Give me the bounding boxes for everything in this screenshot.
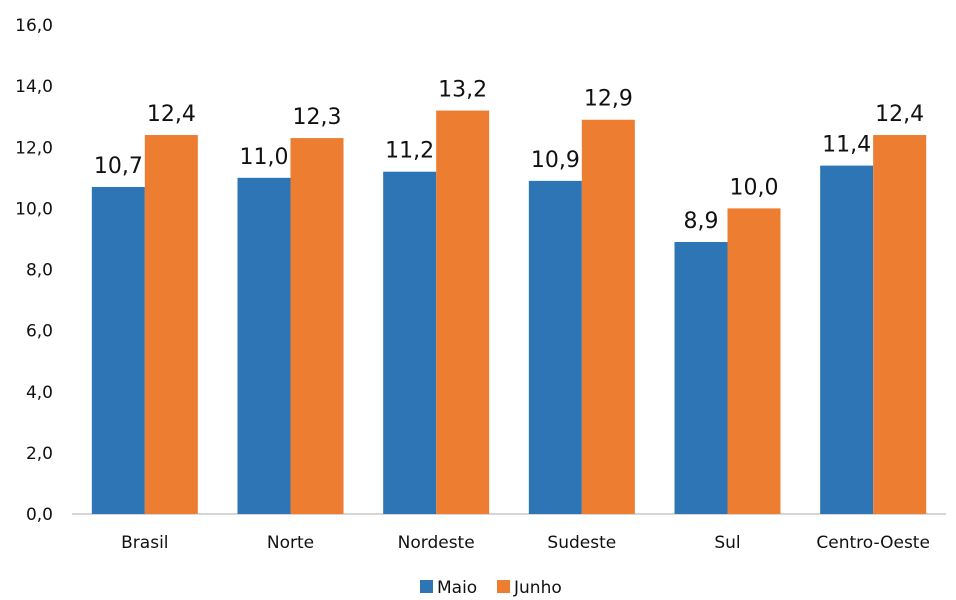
bar-maio-nordeste	[383, 171, 437, 514]
data-label: 8,9	[684, 209, 719, 234]
category-label: Centro-Oeste	[816, 533, 930, 553]
bar-junho-sul	[727, 208, 781, 514]
data-label: 10,9	[531, 148, 580, 173]
legend: Maio Junho	[420, 578, 562, 598]
bar-junho-norte	[290, 138, 344, 515]
bar-marks	[91, 110, 927, 515]
y-tick-label: 4,0	[26, 383, 53, 403]
y-tick-label: 12,0	[15, 138, 53, 158]
category-label: Sul	[714, 533, 740, 553]
legend-label: Maio	[437, 578, 477, 598]
y-tick-label: 10,0	[15, 199, 53, 219]
data-label: 12,3	[293, 105, 342, 130]
y-tick-label: 8,0	[26, 261, 53, 281]
data-label: 10,7	[94, 154, 143, 179]
data-label: 10,0	[730, 175, 779, 200]
bar-maio-sudeste	[528, 180, 582, 514]
y-axis-tick-labels: 0,0 2,0 4,0 6,0 8,0 10,0 12,0 14,0 16,0	[15, 16, 53, 525]
bar-maio-brasil	[91, 186, 145, 514]
legend-swatch-junho	[497, 580, 510, 593]
data-label: 11,4	[822, 133, 871, 158]
bar-junho-nordeste	[436, 110, 490, 514]
bar-junho-brasil	[144, 135, 198, 514]
bar-junho-sudeste	[581, 119, 635, 515]
data-label: 12,4	[875, 102, 924, 127]
legend-swatch-maio	[420, 580, 433, 593]
category-label: Sudeste	[547, 533, 616, 553]
bar-junho-centro-oeste	[873, 135, 927, 514]
y-tick-label: 0,0	[26, 505, 53, 525]
category-label: Norte	[267, 533, 314, 553]
data-label: 11,2	[385, 139, 434, 164]
data-label: 13,2	[438, 78, 487, 103]
legend-label: Junho	[513, 578, 562, 598]
category-label: Brasil	[121, 533, 168, 553]
category-label: Nordeste	[398, 533, 475, 553]
data-labels: 10,7 12,4 11,012,3 11,2 13,2 10,9 12,9 8,9 10,0 1…	[94, 78, 924, 234]
y-tick-label: 2,0	[26, 444, 53, 464]
bar-maio-sul	[674, 241, 728, 514]
y-tick-label: 16,0	[15, 16, 53, 36]
bar-maio-norte	[237, 177, 291, 514]
bar-maio-centro-oeste	[820, 165, 874, 514]
x-axis-category-labels: Brasil Norte Nordeste Sudeste Sul Centro-Oest…	[121, 533, 930, 553]
data-label: 12,4	[147, 102, 196, 127]
y-tick-label: 6,0	[26, 322, 53, 342]
data-label: 12,9	[584, 87, 633, 112]
data-label: 11,0	[240, 145, 289, 170]
y-tick-label: 14,0	[15, 77, 53, 97]
